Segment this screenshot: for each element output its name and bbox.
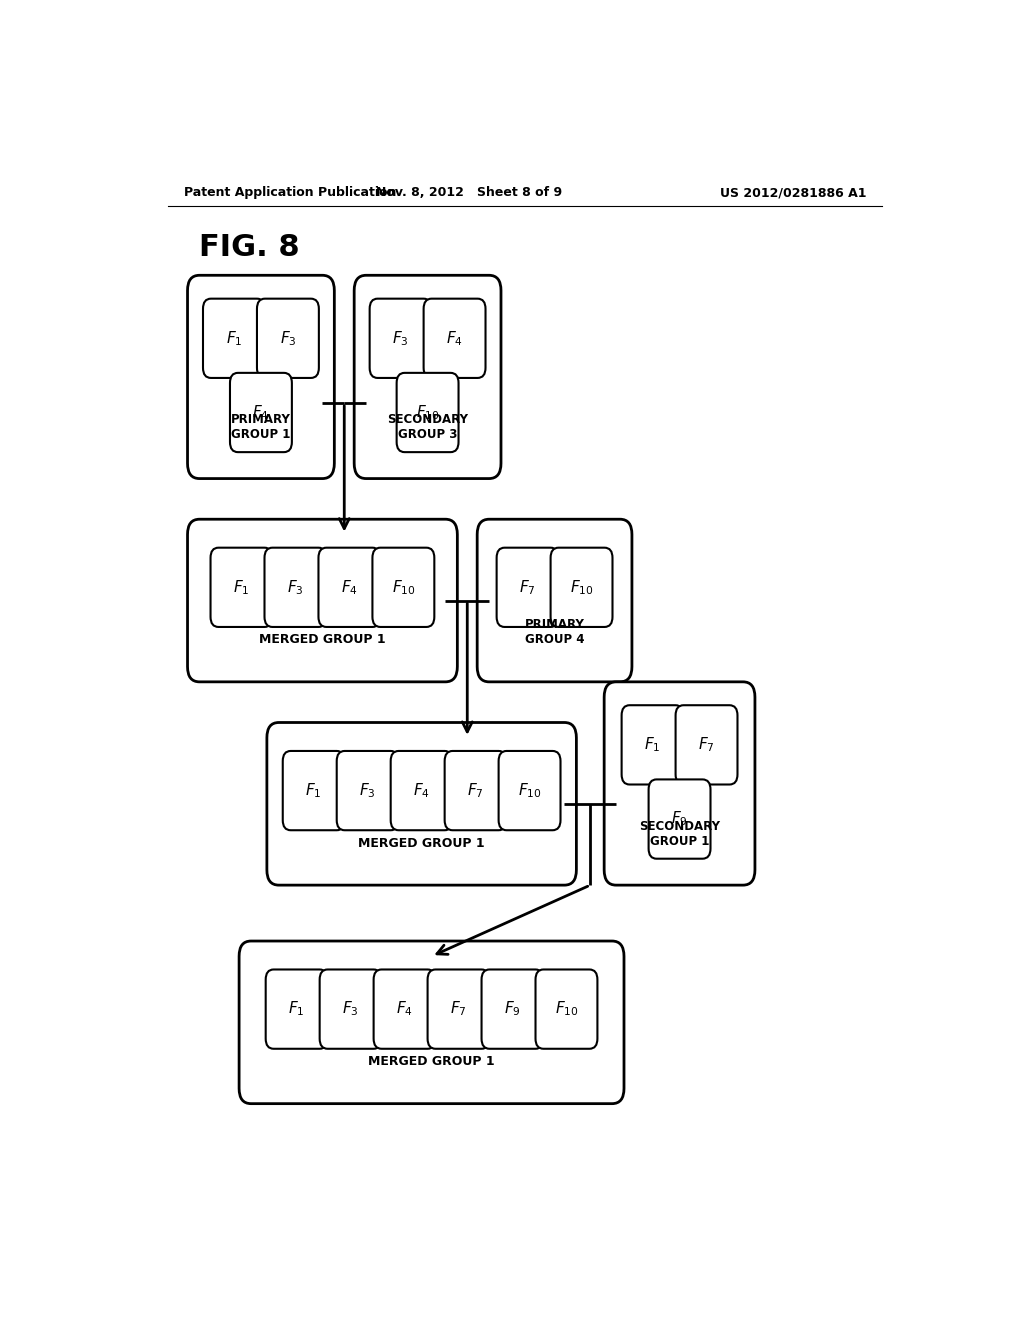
FancyBboxPatch shape xyxy=(267,722,577,886)
Text: $F_{10}$: $F_{10}$ xyxy=(569,578,593,597)
Text: Patent Application Publication: Patent Application Publication xyxy=(183,186,396,199)
FancyBboxPatch shape xyxy=(391,751,453,830)
Text: $F_1$: $F_1$ xyxy=(233,578,250,597)
Text: SECONDARY
GROUP 1: SECONDARY GROUP 1 xyxy=(639,820,720,847)
FancyBboxPatch shape xyxy=(319,969,382,1049)
FancyBboxPatch shape xyxy=(318,548,380,627)
FancyBboxPatch shape xyxy=(396,372,459,453)
FancyBboxPatch shape xyxy=(676,705,737,784)
FancyBboxPatch shape xyxy=(230,372,292,453)
Text: $F_1$: $F_1$ xyxy=(289,999,305,1019)
FancyBboxPatch shape xyxy=(551,548,612,627)
Text: $F_9$: $F_9$ xyxy=(504,999,521,1019)
FancyBboxPatch shape xyxy=(477,519,632,682)
Text: $F_1$: $F_1$ xyxy=(644,735,660,754)
Text: $F_7$: $F_7$ xyxy=(519,578,536,597)
FancyBboxPatch shape xyxy=(428,969,489,1049)
Text: $F_3$: $F_3$ xyxy=(342,999,359,1019)
FancyBboxPatch shape xyxy=(187,519,458,682)
Text: PRIMARY
GROUP 1: PRIMARY GROUP 1 xyxy=(231,413,291,441)
Text: $F_9$: $F_9$ xyxy=(671,809,688,829)
Text: $F_4$: $F_4$ xyxy=(414,781,430,800)
Text: MERGED GROUP 1: MERGED GROUP 1 xyxy=(358,837,485,850)
FancyBboxPatch shape xyxy=(622,705,684,784)
Text: $F_7$: $F_7$ xyxy=(467,781,484,800)
Text: MERGED GROUP 1: MERGED GROUP 1 xyxy=(259,634,386,647)
FancyBboxPatch shape xyxy=(354,276,501,479)
FancyBboxPatch shape xyxy=(257,298,318,378)
FancyBboxPatch shape xyxy=(424,298,485,378)
Text: $F_{10}$: $F_{10}$ xyxy=(555,999,579,1019)
Text: $F_1$: $F_1$ xyxy=(305,781,322,800)
FancyBboxPatch shape xyxy=(240,941,624,1104)
FancyBboxPatch shape xyxy=(374,969,435,1049)
Text: FIG. 8: FIG. 8 xyxy=(200,234,300,263)
Text: MERGED GROUP 1: MERGED GROUP 1 xyxy=(369,1055,495,1068)
FancyBboxPatch shape xyxy=(264,548,327,627)
FancyBboxPatch shape xyxy=(604,682,755,886)
Text: $F_4$: $F_4$ xyxy=(341,578,357,597)
Text: $F_1$: $F_1$ xyxy=(225,329,243,347)
Text: $F_3$: $F_3$ xyxy=(287,578,304,597)
FancyBboxPatch shape xyxy=(481,969,544,1049)
FancyBboxPatch shape xyxy=(265,969,328,1049)
FancyBboxPatch shape xyxy=(444,751,507,830)
Text: $F_7$: $F_7$ xyxy=(451,999,467,1019)
Text: $F_4$: $F_4$ xyxy=(253,403,269,422)
Text: Nov. 8, 2012   Sheet 8 of 9: Nov. 8, 2012 Sheet 8 of 9 xyxy=(376,186,562,199)
FancyBboxPatch shape xyxy=(337,751,398,830)
FancyBboxPatch shape xyxy=(536,969,597,1049)
Text: $F_{10}$: $F_{10}$ xyxy=(416,403,439,422)
Text: US 2012/0281886 A1: US 2012/0281886 A1 xyxy=(720,186,866,199)
Text: $F_7$: $F_7$ xyxy=(698,735,715,754)
FancyBboxPatch shape xyxy=(497,548,558,627)
FancyBboxPatch shape xyxy=(648,779,711,859)
FancyBboxPatch shape xyxy=(203,298,265,378)
Text: $F_3$: $F_3$ xyxy=(359,781,376,800)
Text: $F_4$: $F_4$ xyxy=(396,999,413,1019)
FancyBboxPatch shape xyxy=(499,751,560,830)
FancyBboxPatch shape xyxy=(211,548,272,627)
Text: $F_4$: $F_4$ xyxy=(446,329,463,347)
FancyBboxPatch shape xyxy=(187,276,334,479)
Text: $F_{10}$: $F_{10}$ xyxy=(518,781,542,800)
Text: PRIMARY
GROUP 4: PRIMARY GROUP 4 xyxy=(524,618,585,647)
FancyBboxPatch shape xyxy=(283,751,345,830)
Text: $F_{10}$: $F_{10}$ xyxy=(391,578,415,597)
Text: SECONDARY
GROUP 3: SECONDARY GROUP 3 xyxy=(387,413,468,441)
Text: $F_3$: $F_3$ xyxy=(392,329,409,347)
FancyBboxPatch shape xyxy=(370,298,431,378)
FancyBboxPatch shape xyxy=(373,548,434,627)
Text: $F_3$: $F_3$ xyxy=(280,329,296,347)
